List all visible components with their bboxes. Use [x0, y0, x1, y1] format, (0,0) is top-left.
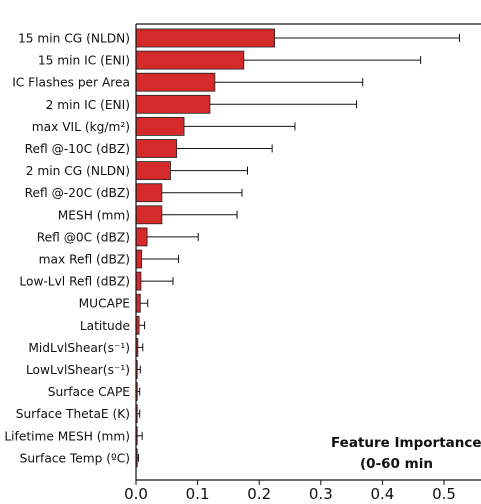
x-tick-label: 0.2	[247, 485, 271, 503]
category-label: 15 min IC (ENI)	[38, 54, 130, 68]
error-bars-group	[136, 34, 460, 462]
category-label: max Refl (dBZ)	[39, 253, 130, 267]
category-label: Refl @-20C (dBZ)	[25, 186, 130, 200]
category-label: Surface CAPE	[48, 385, 130, 399]
x-tick-label: 0.1	[186, 485, 210, 503]
bar	[135, 139, 178, 158]
x-ticks: 0.0 0.1 0.2 0.3 0.4 0.5	[124, 480, 456, 503]
category-label: Latitude	[80, 319, 130, 333]
x-tick-label: 0.5	[432, 485, 456, 503]
category-label: MUCAPE	[79, 297, 130, 311]
category-label: 15 min CG (NLDN)	[18, 32, 130, 46]
category-label: Lifetime MESH (mm)	[4, 429, 130, 443]
x-tick-label: 0.3	[309, 485, 333, 503]
category-labels: 15 min CG (NLDN) 15 min IC (ENI) IC Flashe…	[4, 32, 130, 466]
bar	[135, 271, 142, 291]
category-label: Surface Temp (ºC)	[20, 451, 130, 465]
bar	[135, 183, 163, 203]
category-label: Low-Lvl Refl (dBZ)	[19, 275, 130, 289]
axes	[135, 23, 481, 481]
bar	[135, 72, 216, 92]
category-label: MESH (mm)	[58, 208, 130, 222]
bars-group	[135, 28, 276, 468]
bar	[135, 50, 245, 70]
category-label: Refl @0C (dBZ)	[37, 230, 130, 244]
bar	[135, 161, 171, 181]
category-label: 2 min CG (NLDN)	[26, 164, 130, 178]
category-label: LowLvlShear(s⁻¹)	[26, 363, 130, 377]
annotation-line-2: (0-60 min	[360, 456, 433, 472]
x-tick-label: 0.4	[370, 485, 394, 503]
annotation-line-1: Feature Importance	[331, 435, 481, 451]
category-label: MidLvlShear(s⁻¹)	[28, 341, 130, 355]
category-label: 2 min IC (ENI)	[46, 98, 130, 112]
bar	[135, 94, 211, 114]
category-label: IC Flashes per Area	[12, 76, 130, 90]
bar	[135, 227, 148, 247]
bar	[135, 293, 141, 313]
category-label: Refl @-10C (dBZ)	[25, 142, 130, 156]
bar	[135, 249, 142, 269]
category-label: Surface ThetaE (K)	[16, 407, 130, 421]
category-label: max VIL (kg/m²)	[32, 120, 130, 134]
x-tick-label: 0.0	[124, 485, 148, 503]
bar	[135, 117, 185, 136]
bar	[135, 28, 276, 48]
bar	[135, 205, 163, 225]
